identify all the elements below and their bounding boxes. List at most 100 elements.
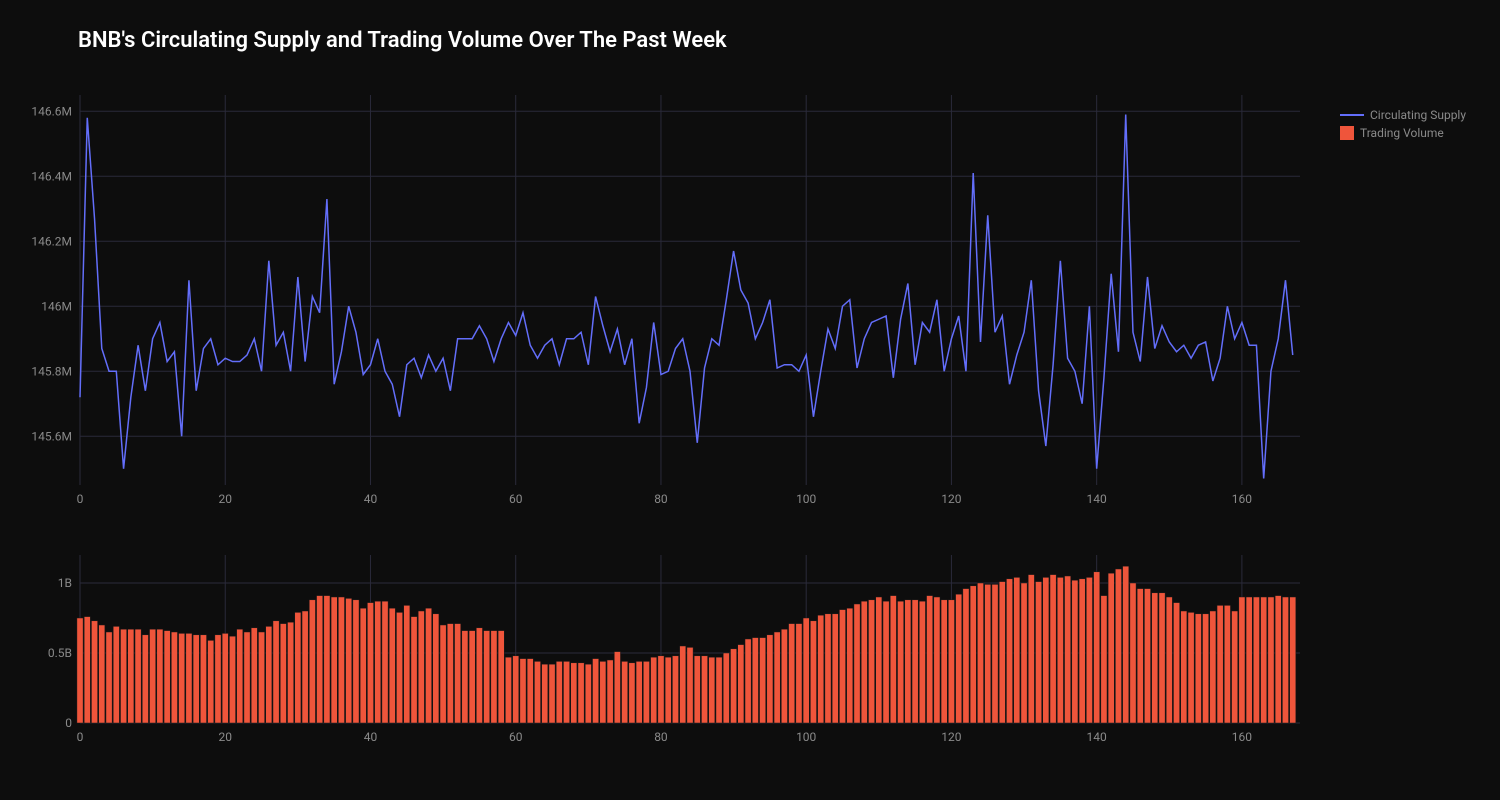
- volume-bar: [440, 625, 446, 723]
- volume-bar: [513, 656, 519, 723]
- volume-bar: [186, 633, 192, 723]
- volume-bar: [1057, 577, 1063, 723]
- svg-text:0: 0: [77, 492, 84, 506]
- volume-bar: [825, 614, 831, 723]
- chart-title: BNB's Circulating Supply and Trading Vol…: [78, 28, 727, 53]
- volume-bar: [861, 601, 867, 723]
- svg-text:146.6M: 146.6M: [31, 104, 72, 118]
- volume-bar: [709, 657, 715, 723]
- volume-bar: [1239, 597, 1245, 723]
- svg-text:140: 140: [1087, 730, 1107, 744]
- volume-bar: [1137, 589, 1143, 723]
- volume-bar: [919, 601, 925, 723]
- volume-bar: [1217, 605, 1223, 723]
- volume-bar: [622, 661, 628, 723]
- volume-bar: [607, 660, 613, 723]
- volume-bar: [484, 631, 490, 723]
- volume-bar: [1115, 569, 1121, 723]
- volume-bar: [455, 624, 461, 723]
- volume-bar: [796, 624, 802, 723]
- volume-bar: [890, 596, 896, 723]
- volume-bar: [774, 632, 780, 723]
- volume-bar: [934, 597, 940, 723]
- volume-bar: [1086, 577, 1092, 723]
- volume-bar: [614, 652, 620, 723]
- volume-bar: [258, 632, 264, 723]
- volume-bar: [1224, 605, 1230, 723]
- volume-bar: [752, 638, 758, 723]
- volume-bar: [680, 646, 686, 723]
- volume-bar: [106, 632, 112, 723]
- volume-bar: [912, 600, 918, 723]
- volume-bar: [527, 659, 533, 723]
- volume-bar: [1290, 597, 1296, 723]
- volume-bar: [999, 582, 1005, 723]
- volume-bar: [367, 603, 373, 723]
- volume-bar: [868, 600, 874, 723]
- svg-text:120: 120: [941, 492, 961, 506]
- volume-bar: [1065, 576, 1071, 723]
- volume-bar: [1094, 572, 1100, 723]
- volume-bar: [1101, 596, 1107, 723]
- volume-bar: [665, 657, 671, 723]
- volume-bar: [1021, 583, 1027, 723]
- volume-bar: [941, 600, 947, 723]
- volume-bar: [1282, 597, 1288, 723]
- svg-text:0: 0: [77, 730, 84, 744]
- svg-text:40: 40: [364, 492, 378, 506]
- volume-bar: [701, 656, 707, 723]
- volume-bar: [150, 629, 156, 723]
- volume-bar: [803, 618, 809, 723]
- volume-bar: [157, 629, 163, 723]
- volume-bar: [948, 600, 954, 723]
- svg-text:40: 40: [364, 730, 378, 744]
- volume-bar: [469, 631, 475, 723]
- volume-bar: [883, 601, 889, 723]
- volume-bar: [1166, 597, 1172, 723]
- volume-bar: [404, 605, 410, 723]
- volume-bar: [1079, 579, 1085, 723]
- volume-bar: [1028, 575, 1034, 723]
- volume-bar: [222, 633, 228, 723]
- svg-text:60: 60: [509, 730, 523, 744]
- volume-bar: [84, 617, 90, 723]
- legend-item: Circulating Supply: [1340, 108, 1466, 122]
- volume-bar: [135, 629, 141, 723]
- volume-bar: [636, 661, 642, 723]
- svg-text:60: 60: [509, 492, 523, 506]
- volume-bar: [745, 639, 751, 723]
- volume-bar: [462, 631, 468, 723]
- volume-bar: [977, 583, 983, 723]
- volume-bar: [498, 631, 504, 723]
- volume-bar: [113, 626, 119, 723]
- volume-bar: [491, 631, 497, 723]
- volume-bar: [556, 661, 562, 723]
- volume-bar: [193, 635, 199, 723]
- volume-bar: [302, 611, 308, 723]
- volume-bar: [723, 653, 729, 723]
- volume-bar: [694, 656, 700, 723]
- svg-text:146M: 146M: [41, 299, 72, 313]
- volume-bar: [818, 615, 824, 723]
- volume-bar: [1159, 593, 1165, 723]
- svg-text:100: 100: [796, 492, 816, 506]
- volume-bar: [128, 629, 134, 723]
- volume-bar: [353, 600, 359, 723]
- volume-bar: [1246, 597, 1252, 723]
- legend-line-swatch: [1340, 114, 1364, 116]
- volume-bar: [396, 612, 402, 723]
- volume-bar: [1195, 614, 1201, 723]
- volume-bar: [651, 657, 657, 723]
- volume-bar: [927, 596, 933, 723]
- volume-bar: [295, 612, 301, 723]
- svg-text:145.8M: 145.8M: [31, 364, 72, 378]
- supply-line: [80, 115, 1293, 479]
- legend-label: Circulating Supply: [1370, 108, 1466, 122]
- volume-bar: [1144, 589, 1150, 723]
- volume-bar: [658, 656, 664, 723]
- volume-bar: [1006, 579, 1012, 723]
- svg-text:145.6M: 145.6M: [31, 429, 72, 443]
- trading-volume-chart: 00.5B1B020406080100120140160: [80, 555, 1360, 753]
- volume-bar: [317, 596, 323, 723]
- volume-bar: [418, 611, 424, 723]
